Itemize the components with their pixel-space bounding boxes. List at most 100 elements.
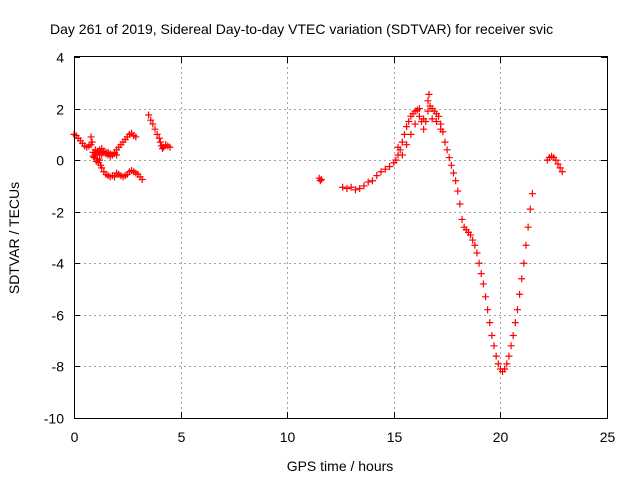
data-point xyxy=(467,231,475,239)
data-point xyxy=(156,138,164,146)
data-point xyxy=(513,306,521,314)
data-point xyxy=(151,125,159,133)
data-point xyxy=(398,138,406,146)
data-point xyxy=(494,360,502,368)
series-segment-5 xyxy=(315,174,325,185)
data-point xyxy=(364,178,372,186)
data-point xyxy=(155,134,163,142)
data-point xyxy=(88,138,96,146)
data-point xyxy=(425,90,433,98)
data-point xyxy=(518,275,526,283)
data-point xyxy=(145,111,153,119)
data-point xyxy=(479,280,487,288)
y-axis-title: SDTVAR / TECUs xyxy=(6,182,22,294)
data-point xyxy=(360,182,368,190)
data-point xyxy=(452,177,460,185)
x-axis-title: GPS time / hours xyxy=(287,458,394,474)
data-point xyxy=(458,215,466,223)
data-point xyxy=(484,306,492,314)
data-point xyxy=(392,156,400,164)
data-point xyxy=(437,125,445,133)
data-point xyxy=(503,360,511,368)
data-point xyxy=(96,156,104,164)
x-tick-label: 15 xyxy=(387,429,403,445)
data-point xyxy=(381,165,389,173)
data-point xyxy=(149,120,157,128)
data-point xyxy=(449,169,457,177)
data-point xyxy=(456,200,464,208)
data-point xyxy=(347,183,355,191)
data-point xyxy=(556,164,564,172)
y-tick-label: -6 xyxy=(52,308,65,324)
data-point xyxy=(339,183,347,191)
data-point xyxy=(113,151,121,159)
data-point xyxy=(158,145,166,153)
data-point xyxy=(477,270,485,278)
data-point xyxy=(469,236,477,244)
y-tick-label: 0 xyxy=(56,153,64,169)
data-point xyxy=(507,342,515,350)
x-tick-label: 25 xyxy=(600,429,616,445)
data-point xyxy=(471,241,479,249)
data-point xyxy=(424,107,432,115)
x-tick-label: 10 xyxy=(280,429,296,445)
data-point xyxy=(356,185,364,193)
x-tick-label: 5 xyxy=(178,429,186,445)
series-segment-4 xyxy=(145,111,174,153)
data-point xyxy=(454,187,462,195)
data-point xyxy=(411,120,419,128)
data-point xyxy=(111,173,119,181)
data-point xyxy=(428,115,436,123)
data-point xyxy=(522,241,530,249)
axis-ticks: 0 5 10 15 20 25 -10 -8 -6 -4 -2 0 2 4 xyxy=(44,50,616,446)
data-point xyxy=(132,133,140,141)
data-point xyxy=(558,168,566,176)
data-point xyxy=(441,138,449,146)
data-point xyxy=(351,186,359,194)
data-point xyxy=(386,163,394,171)
data-point xyxy=(98,164,106,172)
data-point xyxy=(394,143,402,151)
data-point xyxy=(552,156,560,164)
y-tick-label: -2 xyxy=(52,205,65,221)
data-point xyxy=(447,161,455,169)
series-segment-6 xyxy=(339,102,536,376)
plot-frame xyxy=(74,56,608,419)
data-point xyxy=(492,352,500,360)
data-point xyxy=(166,143,174,151)
data-point xyxy=(511,319,519,327)
series-segment-7 xyxy=(394,90,445,159)
data-point xyxy=(505,352,513,360)
y-tick-label: -4 xyxy=(52,256,65,272)
data-point xyxy=(368,177,376,185)
data-point xyxy=(432,117,440,125)
data-point xyxy=(403,141,411,149)
data-point xyxy=(526,205,534,213)
x-tick-label: 0 xyxy=(71,429,79,445)
data-point xyxy=(501,365,509,373)
data-point xyxy=(153,130,161,138)
data-point xyxy=(488,331,496,339)
data-point xyxy=(473,249,481,257)
data-point xyxy=(377,168,385,176)
data-point xyxy=(486,319,494,327)
y-tick-label: -10 xyxy=(44,411,64,427)
series-segment-3 xyxy=(89,145,121,160)
y-tick-label: 2 xyxy=(56,102,64,118)
data-point xyxy=(475,259,483,267)
chart-title: Day 261 of 2019, Sidereal Day-to-day VTE… xyxy=(50,21,553,37)
data-point xyxy=(490,342,498,350)
data-point xyxy=(405,117,413,125)
data-point xyxy=(343,185,351,193)
data-point xyxy=(403,123,411,131)
data-point xyxy=(516,290,524,298)
data-point xyxy=(316,177,324,185)
data-point xyxy=(424,97,432,105)
data-point xyxy=(528,190,536,198)
data-point xyxy=(415,105,423,113)
y-tick-label: 4 xyxy=(56,50,64,66)
series-segment-8 xyxy=(543,152,566,176)
data-point xyxy=(554,160,562,168)
data-point xyxy=(373,172,381,180)
